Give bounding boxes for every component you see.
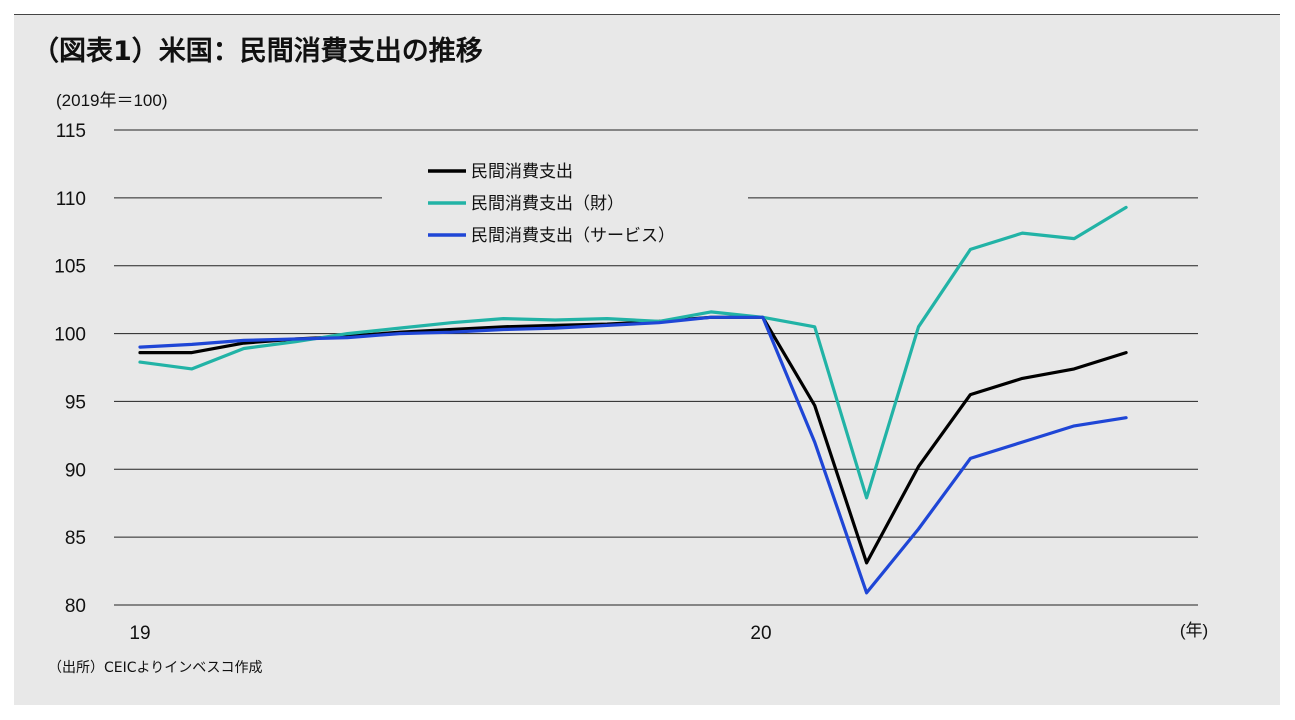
chart-title: （図表1）米国：民間消費支出の推移 <box>32 36 483 67</box>
y-tick-label-80: 80 <box>65 596 86 617</box>
series-line-3 <box>138 315 1128 595</box>
source-note: （出所）CEICよりインベスコ作成 <box>48 660 263 676</box>
y-tick-label-110: 110 <box>56 189 86 210</box>
legend-label-3: 民間消費支出（サービス） <box>471 226 675 246</box>
y-tick-label-95: 95 <box>65 392 86 413</box>
x-tick-label-20: 20 <box>750 623 771 644</box>
series-line-1 <box>138 315 1128 565</box>
y-tick-label-105: 105 <box>54 257 86 278</box>
x-tick-label-19: 19 <box>129 623 150 644</box>
legend-label-1: 民間消費支出 <box>471 162 573 182</box>
y-tick-label-115: 115 <box>56 121 86 142</box>
legend-label-2: 民間消費支出（財） <box>471 194 624 214</box>
y-tick-label-90: 90 <box>65 460 86 481</box>
top-rule <box>14 14 1280 15</box>
y-tick-label-85: 85 <box>65 528 86 549</box>
series-lines <box>138 205 1128 595</box>
y-unit-label: (2019年＝100) <box>56 91 168 110</box>
axes: 80 85 90 95 100 105 110 115 (2019年＝100) 19 20 (年) <box>54 91 1208 644</box>
x-unit-label: (年) <box>1180 621 1208 640</box>
y-tick-label-100: 100 <box>54 325 86 346</box>
